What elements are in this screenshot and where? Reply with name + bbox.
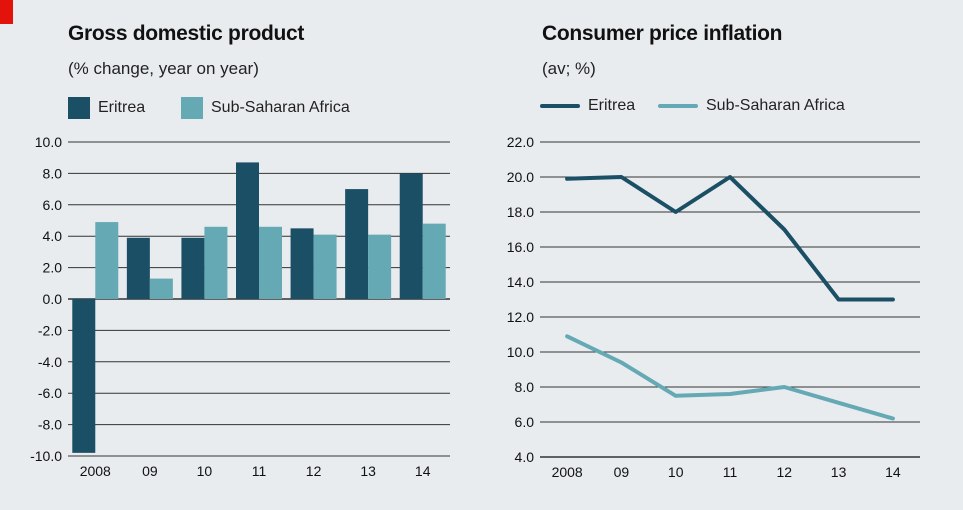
cpi-y-tick-label: 18.0 [507, 204, 534, 220]
gdp-chart: 10.0 8.0 6.0 4.0 2.0 0.0 -2.0 -4.0 -6.0 -8.0 -10.0… [30, 134, 450, 479]
gdp-x-tick-label: 12 [306, 463, 322, 479]
gdp-bar-eritrea [399, 173, 423, 299]
gdp-x-tick-label: 11 [252, 463, 267, 479]
gdp-bar-ssa [313, 234, 337, 299]
gdp-legend-eritrea-swatch [68, 97, 90, 119]
gdp-legend-ssa-label: Sub-Saharan Africa [211, 99, 350, 116]
cpi-line-ssa [565, 334, 895, 421]
gdp-legend-ssa-swatch [181, 97, 203, 119]
cpi-y-tick-label: 14.0 [507, 274, 534, 290]
gdp-bar-eritrea [345, 189, 369, 299]
gdp-bar-eritrea [236, 162, 259, 299]
cpi-x-tick-label: 13 [831, 464, 847, 480]
cpi-y-tick-label: 12.0 [507, 309, 534, 325]
gdp-y-tick-label: -4.0 [38, 354, 62, 370]
cpi-x-tick-label: 12 [776, 464, 792, 480]
gdp-bar-eritrea [181, 237, 205, 299]
gdp-bar-eritrea [126, 237, 150, 299]
gdp-bar-eritrea [290, 228, 314, 299]
gdp-bar-ssa [368, 234, 392, 299]
gdp-y-tick-label: 6.0 [43, 197, 63, 213]
cpi-x-tick-label: 09 [614, 464, 630, 480]
cpi-y-tick-label: 4.0 [515, 449, 535, 465]
gdp-bar-ssa [149, 278, 173, 299]
gdp-y-tick-label: 2.0 [43, 260, 63, 276]
cpi-legend-eritrea: Eritrea [540, 97, 635, 115]
cpi-legend-eritrea-swatch [540, 104, 580, 108]
cpi-panel: Consumer price inflation (av; %) Eritrea… [480, 0, 963, 510]
gdp-x-tick-label: 14 [415, 463, 431, 479]
gdp-y-tick-label: -10.0 [30, 448, 62, 464]
gdp-legend-eritrea-label: Eritrea [98, 99, 146, 116]
gdp-bar-eritrea [72, 299, 96, 453]
gdp-y-tick-label: 10.0 [35, 134, 62, 150]
cpi-y-tick-label: 20.0 [507, 169, 534, 185]
cpi-x-tick-label: 10 [668, 464, 684, 480]
gdp-x-tick-label: 10 [197, 463, 213, 479]
gdp-bar-ssa [422, 223, 446, 299]
cpi-subtitle: (av; %) [542, 59, 596, 78]
gdp-y-tick-label: -2.0 [38, 322, 62, 338]
cpi-line-eritrea [565, 175, 895, 302]
cpi-legend-eritrea-label: Eritrea [588, 97, 636, 114]
gdp-y-tick-label: 4.0 [43, 228, 63, 244]
cpi-x-tick-label: 11 [723, 464, 738, 480]
gdp-y-tick-label: -6.0 [38, 385, 62, 401]
gdp-x-tick-label: 13 [360, 463, 376, 479]
gdp-legend-eritrea: Eritrea [68, 97, 145, 119]
gdp-x-tick-label: 09 [142, 463, 158, 479]
gdp-panel: Gross domestic product (% change, year o… [0, 0, 470, 510]
cpi-legend-ssa: Sub-Saharan Africa [658, 97, 845, 115]
cpi-chart: 22.0 20.0 18.0 16.0 14.0 12.0 10.0 8.0 6.0 4.0 200… [507, 134, 920, 480]
gdp-y-tick-label: 0.0 [43, 291, 63, 307]
gdp-legend-ssa: Sub-Saharan Africa [181, 97, 350, 119]
gdp-bar-ssa [95, 222, 119, 299]
cpi-y-tick-label: 16.0 [507, 239, 534, 255]
brand-red-tab [0, 0, 13, 24]
cpi-x-tick-label: 2008 [552, 464, 583, 480]
gdp-y-tick-label: -8.0 [38, 417, 62, 433]
cpi-y-tick-label: 10.0 [507, 344, 534, 360]
cpi-y-tick-label: 8.0 [515, 379, 535, 395]
cpi-y-tick-label: 6.0 [515, 414, 535, 430]
cpi-x-tick-label: 14 [885, 464, 901, 480]
cpi-title: Consumer price inflation [542, 22, 783, 45]
cpi-y-tick-label: 22.0 [507, 134, 534, 150]
gdp-bar-ssa [259, 226, 282, 299]
gdp-subtitle: (% change, year on year) [68, 59, 259, 78]
gdp-title: Gross domestic product [68, 22, 305, 45]
gdp-x-tick-label: 2008 [80, 463, 111, 479]
gdp-bar-ssa [204, 226, 228, 299]
cpi-legend-ssa-swatch [658, 104, 698, 108]
gdp-y-tick-label: 8.0 [43, 165, 63, 181]
cpi-legend-ssa-label: Sub-Saharan Africa [706, 97, 845, 114]
